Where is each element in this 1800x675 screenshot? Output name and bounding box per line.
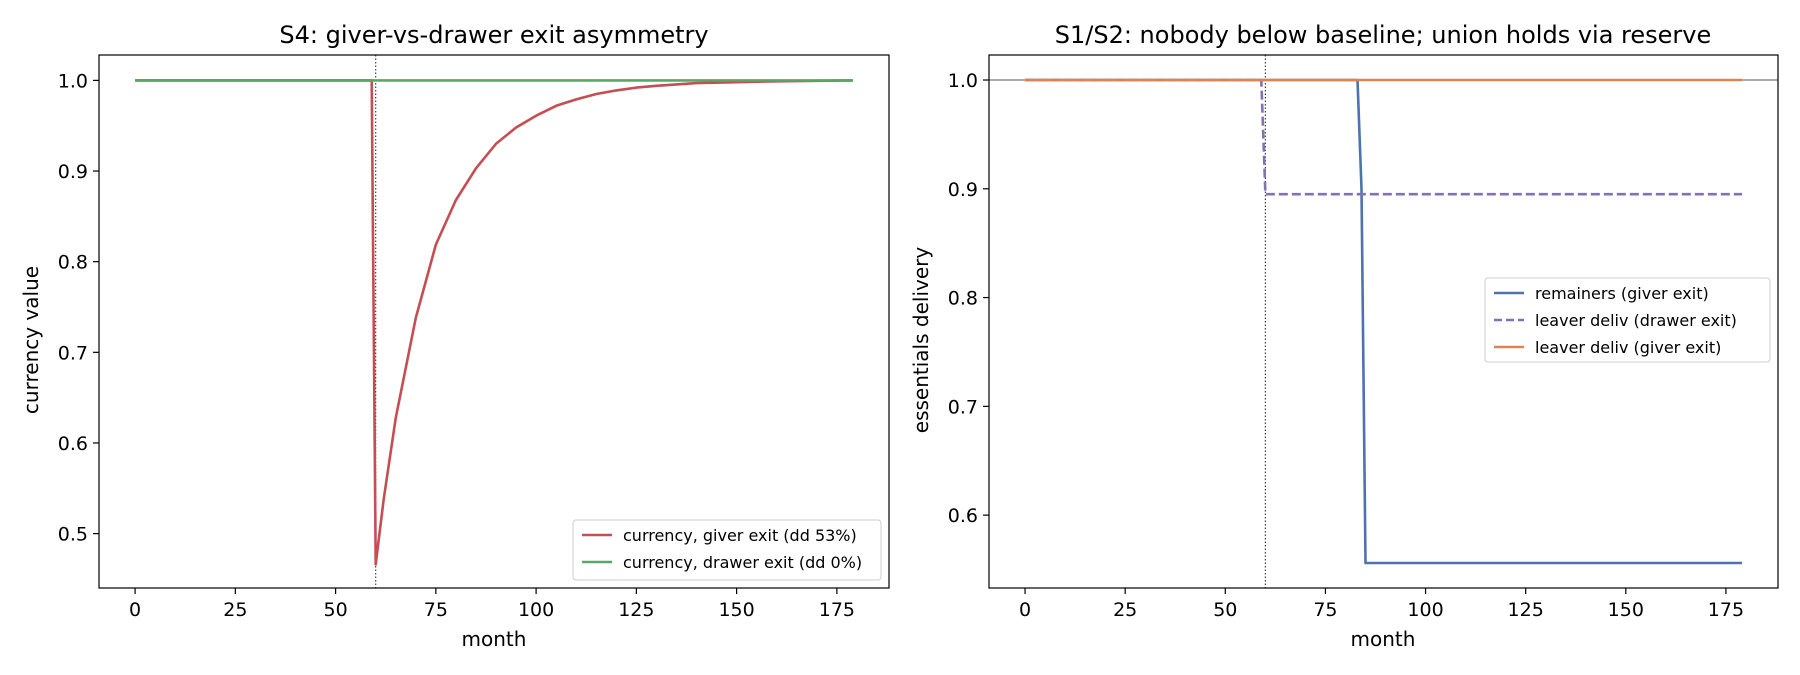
legend-label: leaver deliv (giver exit)	[1535, 338, 1721, 357]
chart-right-legend: remainers (giver exit) leaver deliv (draw…	[1484, 277, 1771, 363]
y-tick-label: 0.7	[948, 396, 978, 418]
legend-label: leaver deliv (drawer exit)	[1535, 311, 1737, 330]
chart-left-axes-frame	[98, 54, 890, 589]
x-tick-label: 0	[1019, 599, 1031, 621]
y-tick-label: 0.7	[58, 342, 88, 364]
y-tick-label: 0.8	[58, 252, 88, 274]
y-tick-label: 0.8	[948, 288, 978, 310]
chart-left: S4: giver-vs-drawer exit asymmetry 0 25 50…	[19, 21, 890, 651]
x-tick-label: 125	[1508, 599, 1544, 621]
x-tick-label: 100	[1407, 599, 1443, 621]
x-tick-label: 75	[1313, 599, 1337, 621]
y-tick-label: 0.6	[58, 433, 88, 455]
chart-right-axes-frame	[988, 54, 1779, 589]
x-tick-label: 125	[618, 599, 654, 621]
x-tick-label: 0	[129, 599, 141, 621]
legend-label: currency, giver exit (dd 53%)	[623, 526, 857, 545]
chart-right-x-axis: 0 25 50 75 100 125 150 175	[1019, 588, 1744, 621]
y-tick-label: 1.0	[58, 70, 88, 92]
chart-left-plot-area	[98, 54, 890, 589]
chart-left-series-line-0	[135, 79, 853, 566]
x-tick-label: 50	[324, 599, 348, 621]
legend-box	[1484, 277, 1771, 363]
chart-left-legend: currency, giver exit (dd 53%) currency, d…	[572, 519, 882, 581]
x-tick-label: 150	[1608, 599, 1644, 621]
y-tick-label: 0.6	[948, 505, 978, 527]
chart-right-y-axis: 0.6 0.7 0.8 0.9 1.0	[948, 70, 989, 527]
x-tick-label: 25	[223, 599, 247, 621]
chart-right: S1/S2: nobody below baseline; union hold…	[909, 21, 1779, 651]
chart-right-y-axis-label: essentials delivery	[909, 247, 933, 434]
chart-left-x-axis: 0 25 50 75 100 125 150 175	[129, 588, 855, 621]
x-tick-label: 175	[1708, 599, 1744, 621]
chart-right-title: S1/S2: nobody below baseline; union hold…	[1055, 21, 1712, 49]
y-tick-label: 0.5	[58, 524, 88, 546]
x-tick-label: 150	[718, 599, 754, 621]
y-tick-label: 1.0	[948, 70, 978, 92]
x-tick-label: 100	[518, 599, 554, 621]
x-tick-label: 175	[819, 599, 855, 621]
legend-label: remainers (giver exit)	[1535, 284, 1709, 303]
y-tick-label: 0.9	[58, 161, 88, 183]
y-tick-label: 0.9	[948, 179, 978, 201]
legend-label: currency, drawer exit (dd 0%)	[623, 553, 862, 572]
chart-left-y-axis: 0.5 0.6 0.7 0.8 0.9 1.0	[58, 70, 99, 546]
chart-right-plot-area	[988, 54, 1779, 589]
chart-left-title: S4: giver-vs-drawer exit asymmetry	[279, 21, 708, 49]
x-tick-label: 25	[1113, 599, 1137, 621]
x-tick-label: 75	[424, 599, 448, 621]
chart-left-x-axis-label: month	[462, 627, 527, 651]
legend-box	[572, 519, 882, 581]
x-tick-label: 50	[1213, 599, 1237, 621]
chart-left-y-axis-label: currency value	[19, 266, 43, 414]
chart-right-x-axis-label: month	[1351, 627, 1416, 651]
